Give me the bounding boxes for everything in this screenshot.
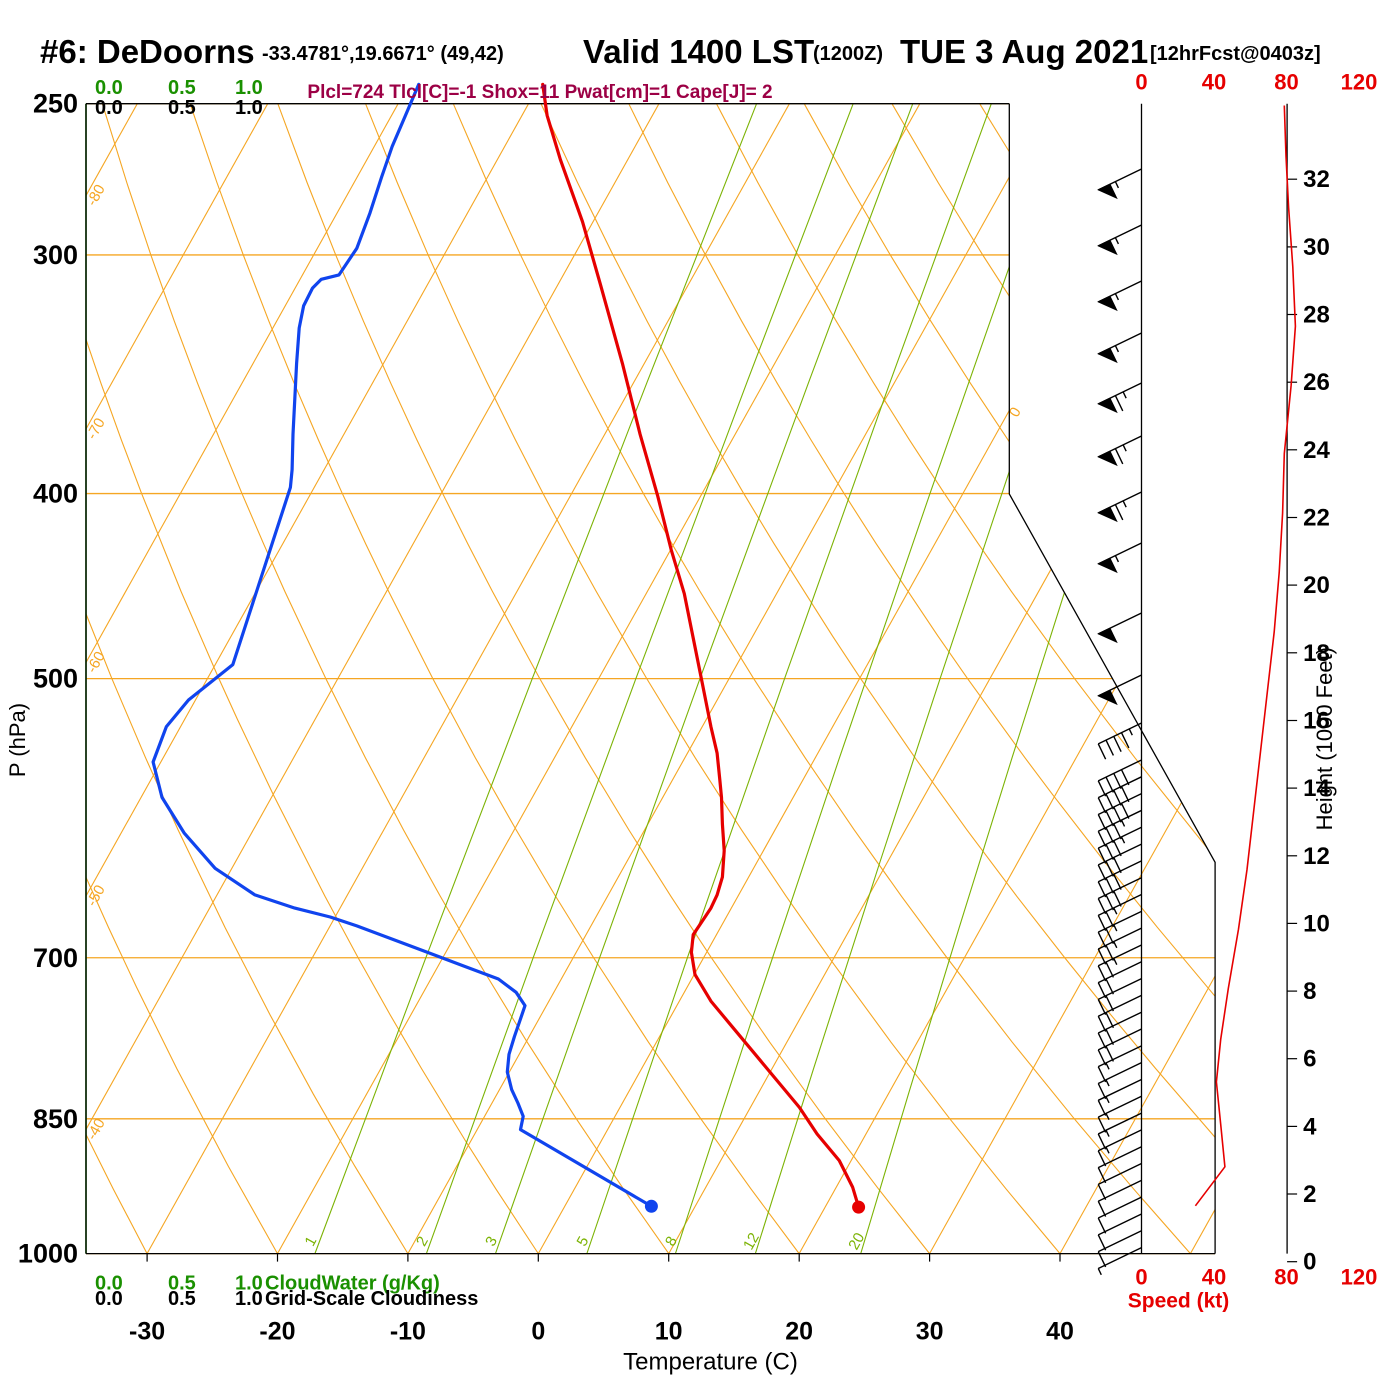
svg-text:Height (1000 Feet): Height (1000 Feet) <box>1312 647 1337 830</box>
svg-text:TUE 3 Aug 2021: TUE 3 Aug 2021 <box>900 33 1148 70</box>
svg-text:0: 0 <box>1135 70 1147 95</box>
svg-text:3: 3 <box>482 1234 501 1250</box>
svg-text:1.0: 1.0 <box>235 77 263 99</box>
svg-text:250: 250 <box>33 89 78 119</box>
svg-text:Speed (kt): Speed (kt) <box>1128 1290 1230 1313</box>
svg-text:0.0: 0.0 <box>95 77 123 99</box>
svg-text:-33.4781°,19.6671° (49,42): -33.4781°,19.6671° (49,42) <box>262 43 504 65</box>
svg-text:1.0: 1.0 <box>235 1288 263 1310</box>
svg-text:Temperature (C): Temperature (C) <box>623 1349 798 1376</box>
svg-text:P (hPa): P (hPa) <box>5 703 30 777</box>
svg-text:0.0: 0.0 <box>95 97 123 119</box>
svg-text:#6: DeDoorns: #6: DeDoorns <box>40 33 255 70</box>
svg-text:12: 12 <box>740 1230 763 1253</box>
svg-text:[12hrFcst@0403z]: [12hrFcst@0403z] <box>1150 43 1321 65</box>
svg-text:0: 0 <box>1303 1249 1316 1276</box>
svg-text:-20: -20 <box>259 1318 295 1346</box>
svg-text:32: 32 <box>1303 166 1330 193</box>
svg-text:0: 0 <box>1135 1265 1147 1290</box>
svg-text:-60: -60 <box>83 649 108 676</box>
svg-text:26: 26 <box>1303 369 1330 396</box>
svg-text:120: 120 <box>1341 1265 1378 1290</box>
svg-text:20: 20 <box>785 1318 813 1346</box>
svg-text:20: 20 <box>845 1230 868 1253</box>
svg-text:0.0: 0.0 <box>95 1288 123 1310</box>
svg-text:4: 4 <box>1303 1113 1317 1140</box>
svg-text:1.0: 1.0 <box>235 97 263 119</box>
svg-text:10: 10 <box>1303 910 1330 937</box>
svg-text:2: 2 <box>1303 1181 1316 1208</box>
svg-text:(1200Z): (1200Z) <box>813 43 883 65</box>
svg-text:0.5: 0.5 <box>168 97 196 119</box>
svg-text:-30: -30 <box>129 1318 165 1346</box>
svg-text:700: 700 <box>33 943 78 973</box>
svg-text:10: 10 <box>655 1318 683 1346</box>
svg-text:5: 5 <box>574 1234 593 1250</box>
svg-text:30: 30 <box>1303 234 1330 261</box>
svg-text:6: 6 <box>1303 1046 1316 1073</box>
svg-text:40: 40 <box>1046 1318 1074 1346</box>
svg-text:1: 1 <box>302 1234 321 1250</box>
svg-text:30: 30 <box>916 1318 944 1346</box>
svg-text:1000: 1000 <box>18 1239 78 1269</box>
svg-text:-80: -80 <box>83 182 108 209</box>
svg-text:2: 2 <box>413 1234 432 1250</box>
svg-text:40: 40 <box>1202 1265 1226 1290</box>
svg-text:24: 24 <box>1303 437 1330 464</box>
svg-text:Valid 1400 LST: Valid 1400 LST <box>583 33 814 70</box>
svg-text:0: 0 <box>531 1318 545 1346</box>
svg-text:-50: -50 <box>83 882 108 909</box>
svg-text:850: 850 <box>33 1104 78 1134</box>
svg-text:500: 500 <box>33 664 78 694</box>
svg-text:-70: -70 <box>83 415 108 442</box>
svg-text:400: 400 <box>33 479 78 509</box>
svg-text:8: 8 <box>1303 978 1316 1005</box>
svg-text:12: 12 <box>1303 843 1330 870</box>
svg-text:-40: -40 <box>83 1116 108 1143</box>
svg-text:40: 40 <box>1202 70 1226 95</box>
svg-text:28: 28 <box>1303 302 1330 329</box>
svg-text:22: 22 <box>1303 505 1330 532</box>
svg-text:Grid-Scale Cloudiness: Grid-Scale Cloudiness <box>265 1288 478 1310</box>
svg-text:80: 80 <box>1274 70 1298 95</box>
svg-text:-10: -10 <box>390 1318 426 1346</box>
svg-text:20: 20 <box>1303 572 1330 599</box>
svg-text:80: 80 <box>1274 1265 1298 1290</box>
svg-text:Plcl=724 Tlcl[C]=-1 Shox=11 Pw: Plcl=724 Tlcl[C]=-1 Shox=11 Pwat[cm]=1 C… <box>307 82 772 103</box>
svg-text:120: 120 <box>1341 70 1378 95</box>
svg-text:300: 300 <box>33 240 78 270</box>
svg-text:0.5: 0.5 <box>168 1288 196 1310</box>
svg-text:0.5: 0.5 <box>168 77 196 99</box>
